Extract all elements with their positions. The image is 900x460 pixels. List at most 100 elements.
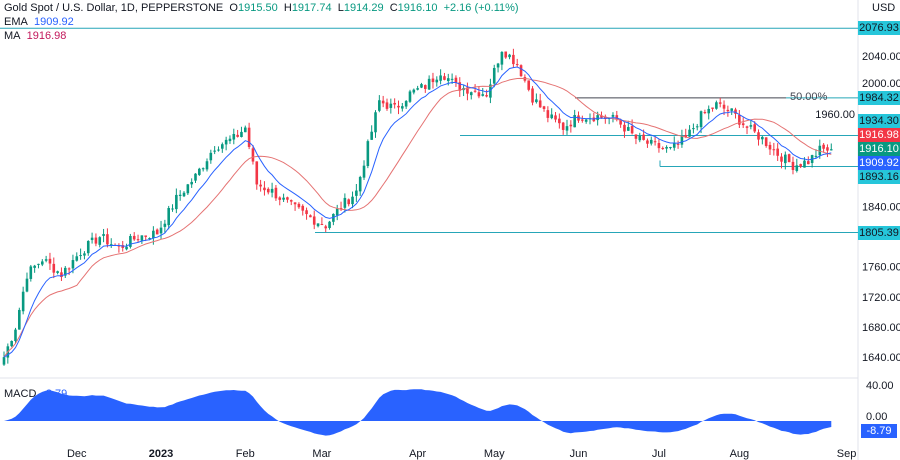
candle[interactable]: [312, 210, 316, 230]
candle[interactable]: [194, 173, 197, 184]
candle[interactable]: [98, 236, 102, 248]
candle[interactable]: [623, 121, 626, 138]
candle[interactable]: [772, 142, 776, 156]
candle[interactable]: [21, 286, 25, 315]
candle[interactable]: [25, 272, 29, 293]
candle[interactable]: [672, 136, 676, 151]
candle[interactable]: [224, 136, 228, 151]
candle[interactable]: [799, 163, 802, 169]
candle[interactable]: [707, 105, 711, 120]
candle[interactable]: [205, 158, 209, 172]
candle[interactable]: [243, 125, 247, 133]
candle[interactable]: [738, 110, 741, 129]
candle[interactable]: [102, 228, 105, 243]
candle[interactable]: [67, 267, 71, 276]
candle[interactable]: [274, 184, 278, 201]
candle[interactable]: [565, 119, 569, 135]
candle[interactable]: [358, 175, 362, 196]
candle[interactable]: [676, 140, 680, 149]
candle[interactable]: [240, 126, 243, 138]
candle[interactable]: [63, 266, 67, 279]
candle[interactable]: [60, 267, 63, 282]
candle[interactable]: [439, 69, 442, 85]
candle[interactable]: [431, 72, 435, 89]
ema-legend[interactable]: EMA 1909.92: [4, 16, 74, 28]
candle[interactable]: [477, 86, 481, 99]
macd-legend[interactable]: MACD −8.79: [4, 388, 67, 400]
candle[interactable]: [270, 182, 274, 198]
candle[interactable]: [263, 181, 266, 196]
candle[interactable]: [584, 118, 588, 124]
candle[interactable]: [688, 125, 691, 138]
candle[interactable]: [703, 109, 707, 115]
candle[interactable]: [634, 134, 638, 145]
candle[interactable]: [604, 114, 607, 124]
candle[interactable]: [370, 125, 373, 140]
candle[interactable]: [190, 178, 193, 188]
candle[interactable]: [385, 98, 389, 111]
candle[interactable]: [573, 109, 576, 128]
candle[interactable]: [221, 142, 224, 153]
candle[interactable]: [531, 86, 534, 106]
candle[interactable]: [646, 138, 649, 148]
ma-line[interactable]: [3, 77, 832, 358]
candle[interactable]: [466, 82, 469, 101]
candle[interactable]: [259, 179, 262, 192]
candle[interactable]: [795, 158, 799, 173]
candle[interactable]: [198, 167, 201, 176]
candle[interactable]: [129, 233, 132, 249]
candle[interactable]: [305, 207, 308, 220]
candle[interactable]: [56, 270, 59, 275]
candle[interactable]: [2, 351, 6, 366]
candle[interactable]: [776, 143, 779, 161]
candle[interactable]: [86, 240, 90, 256]
candle[interactable]: [378, 95, 381, 113]
candle[interactable]: [278, 196, 282, 206]
candle[interactable]: [768, 141, 772, 156]
candle[interactable]: [741, 117, 745, 129]
candle[interactable]: [201, 167, 205, 172]
candle[interactable]: [592, 112, 596, 123]
candle[interactable]: [715, 100, 718, 110]
candle[interactable]: [289, 199, 293, 206]
candle[interactable]: [822, 143, 825, 153]
candle[interactable]: [424, 84, 427, 93]
candle[interactable]: [159, 220, 163, 240]
candle[interactable]: [416, 85, 419, 91]
candle[interactable]: [18, 307, 21, 330]
candle[interactable]: [381, 95, 385, 108]
candle[interactable]: [408, 89, 412, 103]
candle[interactable]: [217, 146, 220, 152]
candle[interactable]: [247, 122, 251, 150]
candle[interactable]: [734, 107, 737, 119]
candle[interactable]: [481, 87, 485, 97]
candle[interactable]: [393, 98, 396, 109]
candle[interactable]: [37, 263, 40, 269]
candle[interactable]: [680, 129, 684, 148]
candle[interactable]: [332, 213, 335, 226]
candle[interactable]: [171, 204, 174, 212]
candle[interactable]: [653, 136, 657, 146]
candle[interactable]: [186, 183, 190, 195]
candle[interactable]: [787, 153, 791, 163]
candle[interactable]: [814, 149, 818, 159]
candle[interactable]: [504, 51, 508, 59]
candle[interactable]: [397, 100, 400, 115]
candle[interactable]: [324, 224, 328, 233]
currency-label[interactable]: USD: [872, 2, 896, 14]
candle[interactable]: [117, 243, 121, 253]
candle[interactable]: [496, 62, 500, 73]
candle[interactable]: [561, 121, 565, 135]
candle[interactable]: [500, 51, 504, 71]
candle[interactable]: [44, 255, 48, 263]
candle[interactable]: [33, 264, 36, 273]
candle[interactable]: [665, 145, 668, 153]
candle[interactable]: [52, 257, 56, 279]
candle[interactable]: [366, 139, 370, 169]
candle[interactable]: [546, 106, 550, 123]
candle[interactable]: [255, 161, 259, 190]
candle[interactable]: [829, 143, 833, 151]
candle[interactable]: [435, 76, 439, 87]
candle[interactable]: [209, 149, 213, 164]
